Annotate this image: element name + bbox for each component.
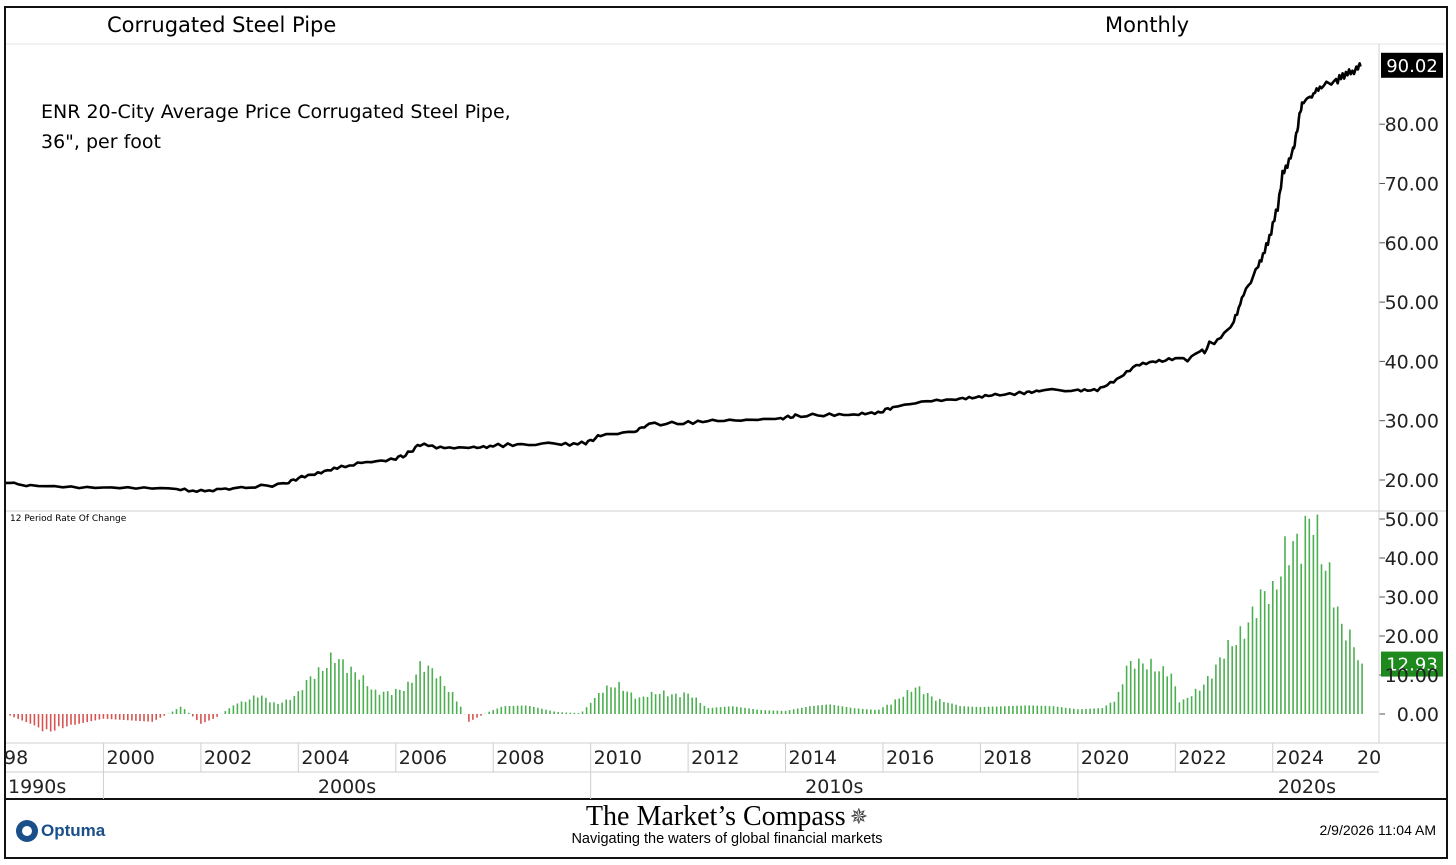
roc-y-tick-label: 50.00 <box>1385 509 1439 531</box>
year-tick-label: 2004 <box>301 747 349 769</box>
optuma-logo-icon <box>16 820 38 842</box>
timestamp: 2/9/2026 11:04 AM <box>1319 822 1437 838</box>
year-tick-label: 98 <box>4 747 28 769</box>
brand-title-row: The Market’s Compass ✵ <box>586 801 868 833</box>
compass-icon: ✵ <box>849 804 869 829</box>
roc-last-value-label: 12.93 <box>1386 655 1438 676</box>
brand-title: The Market’s Compass <box>585 801 846 832</box>
price-panel: 90.02 <box>6 52 1443 493</box>
roc-y-tick-label: 20.00 <box>1385 626 1439 648</box>
year-tick-label: 2000 <box>106 747 154 769</box>
price-y-tick-label: 40.00 <box>1385 351 1439 373</box>
chart-title: Corrugated Steel Pipe <box>107 13 337 37</box>
optuma-logo-text: Optuma <box>41 821 106 840</box>
year-tick-label: 2024 <box>1276 747 1324 769</box>
price-last-value-badge <box>1381 52 1443 78</box>
price-y-tick-label: 30.00 <box>1385 411 1439 433</box>
year-tick-label: 2020 <box>1081 747 1129 769</box>
year-tick-label: 2022 <box>1178 747 1226 769</box>
roc-panel: 12.93 <box>9 514 1443 732</box>
year-tick-label: 2010 <box>594 747 642 769</box>
decade-label: 2020s <box>1278 776 1336 798</box>
optuma-logo: Optuma <box>16 820 105 842</box>
roc-y-tick-label: 10.00 <box>1385 665 1439 687</box>
brand-subtitle: Navigating the waters of global financia… <box>571 831 883 847</box>
year-tick-label: 2012 <box>691 747 739 769</box>
series-description-line1: ENR 20-City Average Price Corrugated Ste… <box>41 101 511 123</box>
year-tick-label: 2014 <box>789 747 837 769</box>
decade-label: 2000s <box>318 776 376 798</box>
price-y-tick-label: 60.00 <box>1385 233 1439 255</box>
decade-label: 2010s <box>805 776 863 798</box>
roc-y-tick-label: 30.00 <box>1385 587 1439 609</box>
price-last-value-label: 90.02 <box>1386 56 1438 77</box>
footer: Optuma The Market’s Compass ✵ Navigating… <box>6 800 1448 857</box>
year-tick-label: 2018 <box>983 747 1031 769</box>
decade-label: 1990s <box>8 776 66 798</box>
year-tick-label: 2016 <box>886 747 934 769</box>
price-y-tick-label: 70.00 <box>1385 174 1439 196</box>
series-description-line2: 36", per foot <box>41 131 161 153</box>
year-tick-label: 2002 <box>204 747 252 769</box>
roc-y-tick-label: 40.00 <box>1385 548 1439 570</box>
price-y-tick-label: 20.00 <box>1385 470 1439 492</box>
year-tick-label: 2006 <box>399 747 447 769</box>
price-line <box>6 62 1362 493</box>
roc-y-tick-label: 0.00 <box>1397 704 1439 726</box>
brand: The Market’s Compass ✵ Navigating the wa… <box>6 801 1448 847</box>
price-y-tick-label: 80.00 <box>1385 114 1439 136</box>
price-y-tick-label: 50.00 <box>1385 292 1439 314</box>
period-label: Monthly <box>1105 13 1190 37</box>
chart-frame <box>4 6 1448 859</box>
year-tick-label: 2008 <box>496 747 544 769</box>
indicator-label: 12 Period Rate Of Change <box>10 514 127 524</box>
year-tick-label: 20 <box>1357 747 1381 769</box>
roc-last-value-badge <box>1381 651 1443 677</box>
axes: 20.00 30.00 40.00 50.00 60.00 70.00 80.00 0.00 1… <box>4 43 1446 800</box>
